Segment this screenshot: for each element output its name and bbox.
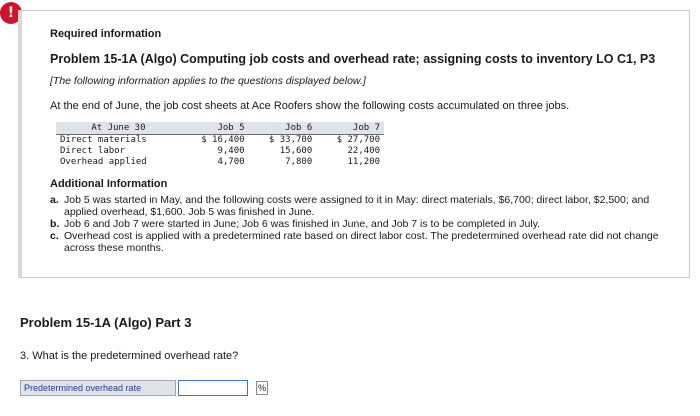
answer-label: Predetermined overhead rate	[20, 380, 176, 396]
table-header: Job 7	[316, 122, 384, 135]
list-item: b. Job 6 and Job 7 were started in June;…	[50, 218, 660, 230]
table-header-row: At June 30 Job 5 Job 6 Job 7	[56, 122, 384, 135]
list-item: c. Overhead cost is applied with a prede…	[50, 230, 660, 254]
list-marker: c.	[50, 230, 59, 242]
question-text: 3. What is the predetermined overhead ra…	[20, 350, 239, 362]
list-item: a. Job 5 was started in May, and the fol…	[50, 194, 660, 218]
table-header: Job 5	[180, 122, 249, 135]
table-cell: 9,400	[217, 146, 245, 156]
table-cell: Direct labor	[60, 146, 126, 156]
required-information-panel	[18, 10, 690, 278]
intro-text: At the end of June, the job cost sheets …	[50, 100, 570, 112]
table-cell: $ 27,700	[336, 135, 380, 145]
answer-row: Predetermined overhead rate %	[20, 380, 268, 396]
list-item-text: Overhead cost is applied with a predeter…	[64, 230, 659, 254]
table-cell: 22,400	[347, 146, 380, 156]
additional-information-list: a. Job 5 was started in May, and the fol…	[50, 194, 660, 254]
table-cell: Direct materials	[60, 135, 147, 145]
table-header: Job 6	[248, 122, 317, 135]
alert-icon: !	[0, 2, 22, 24]
table-cell: $ 16,400	[201, 135, 245, 145]
table-cell: 15,600	[279, 146, 313, 156]
problem-title: Problem 15-1A (Algo) Computing job costs…	[50, 52, 656, 66]
table-cell: $ 33,700	[268, 135, 313, 145]
table-header: At June 30	[56, 122, 181, 135]
list-item-text: Job 6 and Job 7 were started in June; Jo…	[64, 218, 541, 230]
overhead-rate-input[interactable]	[178, 380, 248, 396]
table-row: Overhead applied 4,700 7,800 11,200	[56, 157, 384, 168]
list-marker: b.	[50, 218, 60, 230]
part-title: Problem 15-1A (Algo) Part 3	[20, 315, 192, 330]
list-item-text: Job 5 was started in May, and the follow…	[64, 194, 650, 218]
percent-unit: %	[256, 381, 268, 395]
required-information-heading: Required information	[50, 28, 162, 40]
instruction-note: [The following information applies to th…	[50, 75, 366, 87]
table-cell: Overhead applied	[60, 157, 147, 167]
additional-information-heading: Additional Information	[50, 178, 168, 190]
table-cell: 11,200	[347, 157, 380, 167]
table-cell: 4,700	[217, 157, 245, 167]
job-cost-table: At June 30 Job 5 Job 6 Job 7 Direct mate…	[56, 122, 384, 168]
table-row: Direct materials $ 16,400 $ 33,700 $ 27,…	[56, 135, 384, 147]
list-marker: a.	[50, 194, 59, 206]
table-row: Direct labor 9,400 15,600 22,400	[56, 146, 384, 157]
table-cell: 7,800	[285, 157, 313, 167]
